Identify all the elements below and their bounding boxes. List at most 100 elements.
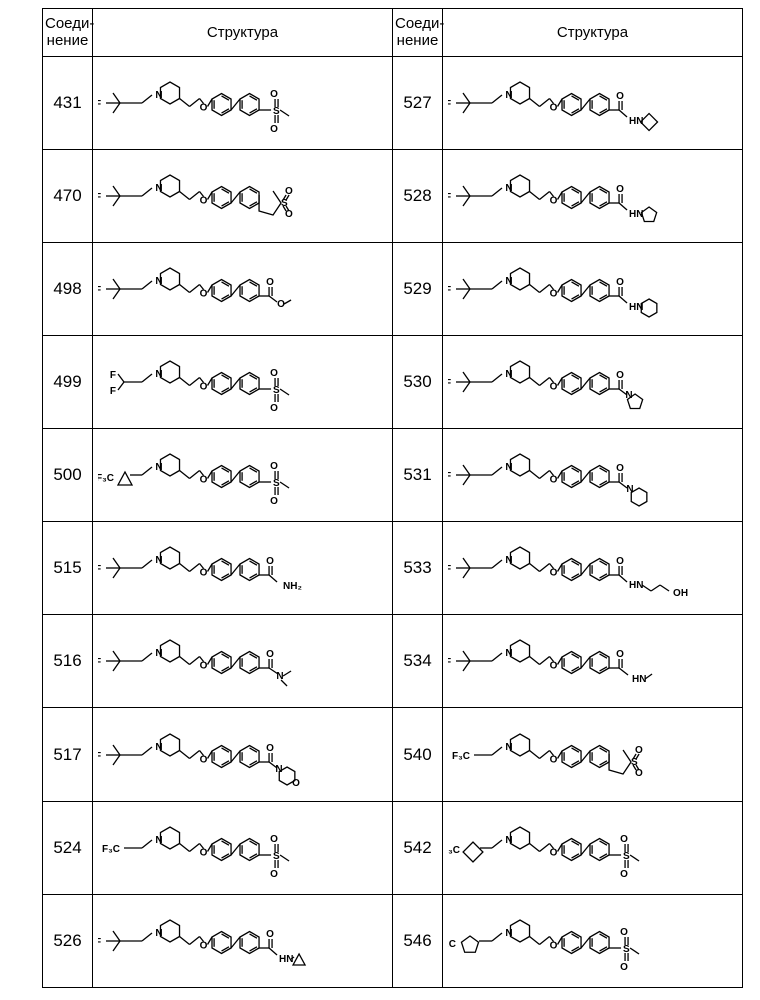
svg-text:F₃C: F₃C bbox=[448, 845, 460, 856]
structure-cell: FNOONH₂ bbox=[93, 522, 393, 615]
structure-cell: FNOOO bbox=[93, 242, 393, 335]
svg-text:N: N bbox=[505, 928, 512, 939]
compound-id: 540 bbox=[393, 708, 443, 801]
hdr-compound-left: Соеди-нение bbox=[43, 9, 93, 57]
svg-text:F₃C: F₃C bbox=[98, 473, 114, 484]
svg-text:N: N bbox=[505, 555, 512, 566]
svg-text:S: S bbox=[273, 478, 280, 489]
svg-text:F: F bbox=[98, 564, 101, 575]
compound-id: 526 bbox=[43, 894, 93, 987]
svg-text:N: N bbox=[626, 484, 633, 495]
svg-text:F: F bbox=[448, 657, 451, 668]
svg-text:S: S bbox=[273, 106, 280, 117]
svg-text:HN: HN bbox=[279, 954, 293, 965]
compound-id: 517 bbox=[43, 708, 93, 801]
svg-text:N: N bbox=[155, 835, 162, 846]
table-row: 470FNOSOO528FNOOHN bbox=[43, 149, 743, 242]
compound-id: 542 bbox=[393, 801, 443, 894]
svg-text:O: O bbox=[549, 847, 557, 858]
svg-text:F: F bbox=[448, 378, 451, 389]
structure-cell: FNOOHNOH bbox=[443, 522, 743, 615]
svg-text:O: O bbox=[270, 869, 278, 880]
svg-text:O: O bbox=[549, 754, 557, 765]
svg-text:S: S bbox=[623, 851, 630, 862]
svg-text:N: N bbox=[505, 183, 512, 194]
table-body: 431FNOSOO527FNOOHN470FNOSOO528FNOOHN498F… bbox=[43, 56, 743, 988]
compound-id: 546 bbox=[393, 894, 443, 987]
structure-cell: FFNOSOO bbox=[93, 335, 393, 428]
structure-cell: F₃CNOSOO bbox=[443, 708, 743, 801]
compound-id: 530 bbox=[393, 335, 443, 428]
svg-text:O: O bbox=[549, 288, 557, 299]
svg-text:O: O bbox=[199, 568, 207, 579]
table-row: 431FNOSOO527FNOOHN bbox=[43, 56, 743, 149]
table-row: 517FNOONO540F₃CNOSOO bbox=[43, 708, 743, 801]
svg-text:S: S bbox=[623, 944, 630, 955]
compound-id: 499 bbox=[43, 335, 93, 428]
structure-cell: F N O O HN bbox=[443, 615, 743, 708]
svg-text:O: O bbox=[199, 288, 207, 299]
header-row: Соеди-нение Структура Соеди-нение Структ… bbox=[43, 9, 743, 57]
svg-text:O: O bbox=[549, 661, 557, 672]
svg-text:O: O bbox=[270, 403, 278, 414]
structure-cell: FNOOHN bbox=[443, 242, 743, 335]
svg-text:O: O bbox=[270, 89, 278, 100]
hdr-structure-left: Структура bbox=[93, 9, 393, 57]
svg-text:O: O bbox=[616, 463, 624, 474]
table-row: 524F₃CNOSOO542F₃CNOSOO bbox=[43, 801, 743, 894]
svg-text:O: O bbox=[199, 940, 207, 951]
svg-text:O: O bbox=[616, 649, 624, 660]
svg-text:O: O bbox=[199, 661, 207, 672]
svg-text:O: O bbox=[549, 102, 557, 113]
svg-text:O: O bbox=[616, 370, 624, 381]
structure-cell: FNOOHN bbox=[443, 149, 743, 242]
svg-text:O: O bbox=[620, 834, 628, 845]
svg-text:N: N bbox=[276, 671, 283, 682]
compound-id: 534 bbox=[393, 615, 443, 708]
compound-id: 515 bbox=[43, 522, 93, 615]
svg-text:O: O bbox=[266, 556, 274, 567]
svg-text:N: N bbox=[275, 764, 282, 775]
hdr-compound-right: Соеди-нение bbox=[393, 9, 443, 57]
svg-text:F: F bbox=[109, 370, 115, 381]
compound-id: 470 bbox=[43, 149, 93, 242]
svg-text:HN: HN bbox=[629, 580, 643, 591]
structure-cell: FNOON bbox=[443, 335, 743, 428]
structure-cell: FNOSOO bbox=[93, 56, 393, 149]
compound-id: 500 bbox=[43, 429, 93, 522]
compound-id: 528 bbox=[393, 149, 443, 242]
hdr-structure-right: Структура bbox=[443, 9, 743, 57]
svg-text:O: O bbox=[270, 124, 278, 135]
svg-text:O: O bbox=[266, 277, 274, 288]
svg-text:O: O bbox=[616, 91, 624, 102]
structure-cell: F₃CNOSOO bbox=[93, 801, 393, 894]
svg-text:F₃C: F₃C bbox=[452, 751, 470, 762]
table-row: 516FNOON534FNOOHN bbox=[43, 615, 743, 708]
svg-text:F: F bbox=[98, 285, 101, 296]
svg-text:F: F bbox=[448, 564, 451, 575]
svg-text:F₃C: F₃C bbox=[448, 939, 456, 950]
svg-text:O: O bbox=[549, 195, 557, 206]
svg-text:N: N bbox=[155, 462, 162, 473]
svg-text:OH: OH bbox=[673, 588, 688, 599]
svg-text:HN: HN bbox=[632, 674, 646, 685]
table-row: 499FFNOSOO530FNOON bbox=[43, 335, 743, 428]
structure-cell: F₃CNOSOO bbox=[443, 801, 743, 894]
structure-cell: FNOON bbox=[93, 615, 393, 708]
svg-text:N: N bbox=[155, 369, 162, 380]
svg-text:O: O bbox=[266, 929, 274, 940]
svg-text:N: N bbox=[505, 742, 512, 753]
svg-text:N: N bbox=[505, 648, 512, 659]
svg-text:F: F bbox=[98, 751, 101, 762]
compound-id: 533 bbox=[393, 522, 443, 615]
svg-text:O: O bbox=[620, 869, 628, 880]
svg-text:N: N bbox=[505, 835, 512, 846]
svg-text:O: O bbox=[277, 299, 285, 310]
compound-id: 531 bbox=[393, 429, 443, 522]
svg-text:O: O bbox=[549, 940, 557, 951]
svg-text:N: N bbox=[155, 276, 162, 287]
svg-text:N: N bbox=[505, 276, 512, 287]
table-row: 500F₃CNOSOO531FNOON bbox=[43, 429, 743, 522]
table-row: 498FNOOO529FNOOHN bbox=[43, 242, 743, 335]
svg-text:F: F bbox=[448, 285, 451, 296]
